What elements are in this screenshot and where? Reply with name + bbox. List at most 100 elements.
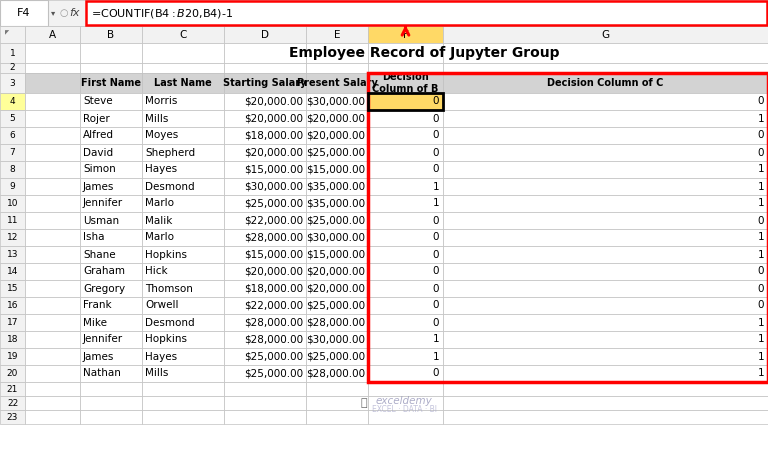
Text: 14: 14 bbox=[7, 267, 18, 276]
Text: 0: 0 bbox=[757, 216, 764, 226]
Bar bbox=[80, 195, 142, 212]
Text: 1: 1 bbox=[757, 317, 764, 327]
Bar bbox=[0, 365, 25, 382]
Bar bbox=[224, 195, 306, 212]
Text: 0: 0 bbox=[432, 317, 439, 327]
Text: $25,000.00: $25,000.00 bbox=[306, 352, 365, 361]
Bar bbox=[25, 348, 80, 365]
Text: 1: 1 bbox=[757, 369, 764, 379]
Text: $25,000.00: $25,000.00 bbox=[306, 216, 365, 226]
Bar bbox=[142, 26, 224, 43]
Bar bbox=[224, 63, 306, 73]
Text: 2: 2 bbox=[10, 64, 15, 73]
Text: $20,000.00: $20,000.00 bbox=[244, 96, 303, 106]
Text: $28,000.00: $28,000.00 bbox=[306, 369, 365, 379]
Text: E: E bbox=[334, 29, 340, 39]
Text: Employee Record of Jupyter Group: Employee Record of Jupyter Group bbox=[289, 46, 559, 60]
Bar bbox=[368, 229, 443, 246]
Bar bbox=[306, 280, 368, 297]
Bar bbox=[368, 178, 443, 195]
Text: ◤: ◤ bbox=[5, 30, 10, 35]
Text: 16: 16 bbox=[7, 301, 18, 310]
Text: Hayes: Hayes bbox=[145, 164, 177, 174]
Text: 0: 0 bbox=[432, 266, 439, 276]
Bar bbox=[25, 73, 80, 93]
Bar bbox=[25, 314, 80, 331]
Bar bbox=[0, 396, 25, 410]
Text: Shepherd: Shepherd bbox=[145, 148, 195, 158]
Text: ○: ○ bbox=[60, 8, 68, 18]
Bar bbox=[368, 297, 443, 314]
Bar bbox=[368, 382, 443, 396]
Bar bbox=[368, 246, 443, 263]
Text: 1: 1 bbox=[757, 334, 764, 344]
Bar bbox=[443, 263, 768, 280]
Text: 20: 20 bbox=[7, 369, 18, 378]
Text: 1: 1 bbox=[757, 164, 764, 174]
Bar bbox=[25, 331, 80, 348]
Text: Marlo: Marlo bbox=[145, 232, 174, 243]
Bar bbox=[443, 110, 768, 127]
Bar bbox=[25, 297, 80, 314]
Text: =COUNTIF(B$4:B$20,B4)-1: =COUNTIF(B$4:B$20,B4)-1 bbox=[91, 7, 233, 19]
Text: 6: 6 bbox=[10, 131, 15, 140]
Bar bbox=[224, 365, 306, 382]
Text: $20,000.00: $20,000.00 bbox=[306, 266, 365, 276]
Bar bbox=[306, 297, 368, 314]
Bar bbox=[443, 195, 768, 212]
Bar bbox=[443, 365, 768, 382]
Bar bbox=[224, 314, 306, 331]
Bar bbox=[443, 280, 768, 297]
Bar bbox=[0, 382, 25, 396]
Bar bbox=[443, 348, 768, 365]
Bar bbox=[25, 246, 80, 263]
Text: 13: 13 bbox=[7, 250, 18, 259]
Bar bbox=[80, 110, 142, 127]
Bar bbox=[80, 280, 142, 297]
Text: D: D bbox=[261, 29, 269, 39]
Bar bbox=[80, 246, 142, 263]
Text: Desmond: Desmond bbox=[145, 317, 194, 327]
Bar bbox=[80, 26, 142, 43]
Text: 0: 0 bbox=[757, 96, 764, 106]
Bar bbox=[224, 348, 306, 365]
Text: 22: 22 bbox=[7, 399, 18, 408]
Bar bbox=[368, 127, 443, 144]
Text: 21: 21 bbox=[7, 384, 18, 393]
Bar bbox=[142, 297, 224, 314]
Bar bbox=[443, 127, 768, 144]
Bar bbox=[368, 93, 443, 110]
Bar bbox=[80, 314, 142, 331]
Bar bbox=[142, 212, 224, 229]
Bar bbox=[80, 331, 142, 348]
Text: 0: 0 bbox=[432, 131, 439, 141]
Bar bbox=[306, 73, 368, 93]
Bar bbox=[368, 365, 443, 382]
Bar bbox=[0, 314, 25, 331]
Bar bbox=[224, 212, 306, 229]
Text: 1: 1 bbox=[432, 199, 439, 209]
Text: Gregory: Gregory bbox=[83, 284, 125, 294]
Bar bbox=[80, 348, 142, 365]
Text: 7: 7 bbox=[10, 148, 15, 157]
Text: $20,000.00: $20,000.00 bbox=[244, 266, 303, 276]
Bar bbox=[306, 195, 368, 212]
Text: $25,000.00: $25,000.00 bbox=[244, 199, 303, 209]
Bar bbox=[0, 297, 25, 314]
Bar bbox=[0, 0, 48, 26]
Text: Malik: Malik bbox=[145, 216, 172, 226]
Text: Orwell: Orwell bbox=[145, 301, 178, 311]
Bar bbox=[80, 127, 142, 144]
Text: $20,000.00: $20,000.00 bbox=[306, 131, 365, 141]
Bar bbox=[25, 26, 80, 43]
Bar bbox=[368, 195, 443, 212]
Text: 19: 19 bbox=[7, 352, 18, 361]
Bar bbox=[25, 410, 80, 424]
Text: $15,000.00: $15,000.00 bbox=[306, 249, 365, 259]
Text: 0: 0 bbox=[432, 216, 439, 226]
Text: EXCEL · DATA · BI: EXCEL · DATA · BI bbox=[372, 406, 436, 415]
Text: 🔷: 🔷 bbox=[361, 398, 367, 408]
Bar bbox=[142, 410, 224, 424]
Bar bbox=[142, 263, 224, 280]
Text: fx: fx bbox=[69, 8, 80, 18]
